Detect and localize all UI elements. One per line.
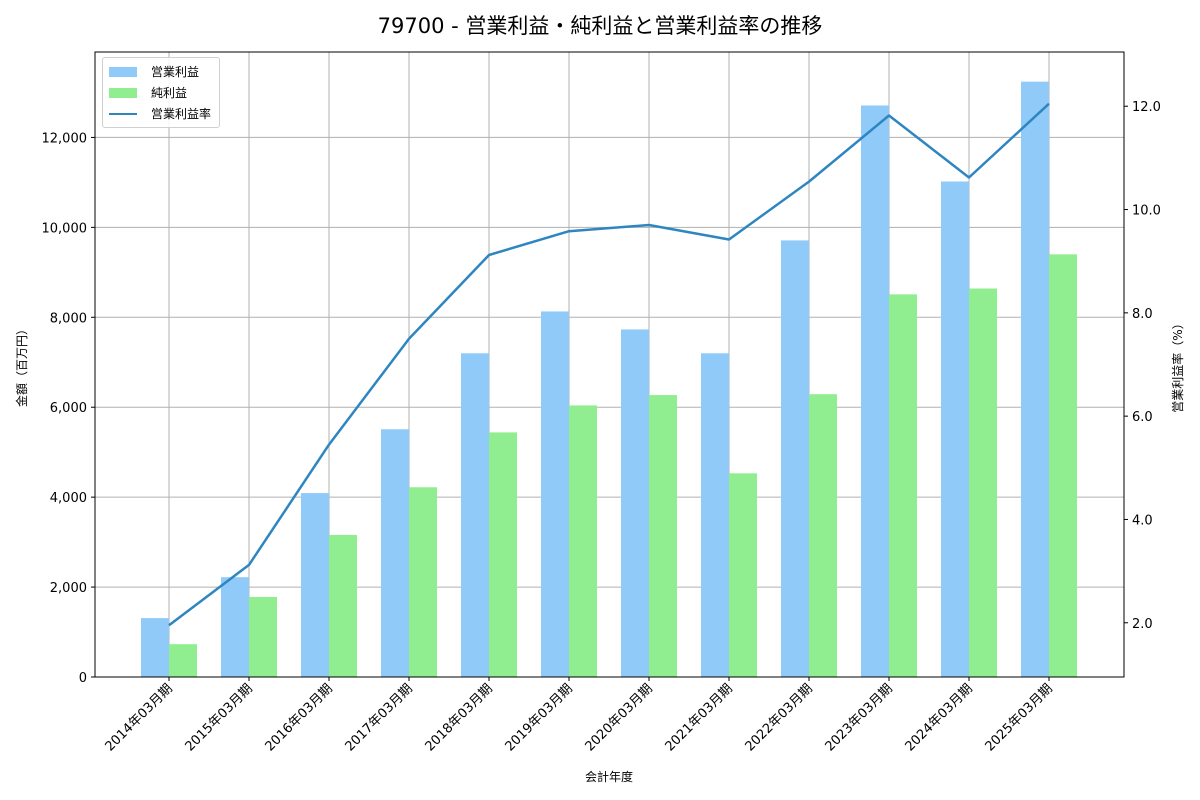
x-tick-label: 2020年03月期	[583, 681, 656, 754]
legend-item-net-profit: 純利益	[109, 82, 211, 103]
net-profit-bar	[969, 288, 997, 677]
legend-item-operating-margin: 営業利益率	[109, 103, 211, 124]
right-tick-label: 8.0	[1132, 307, 1153, 322]
left-tick-label: 2,000	[50, 581, 87, 596]
x-tick-label: 2016年03月期	[263, 681, 336, 754]
right-tick-label: 10.0	[1132, 204, 1161, 219]
bar-swatch-icon	[109, 87, 137, 98]
x-tick-label: 2018年03月期	[423, 681, 496, 754]
net-profit-bar	[729, 473, 757, 677]
x-tick-label: 2023年03月期	[823, 681, 896, 754]
left-tick-label: 8,000	[50, 311, 87, 326]
x-tick-label: 2017年03月期	[343, 681, 416, 754]
x-tick-label: 2024年03月期	[903, 681, 976, 754]
bar-series	[141, 81, 1077, 677]
operating-profit-bar	[701, 353, 729, 677]
operating-profit-bar	[221, 577, 249, 677]
x-axis-label: 会計年度	[585, 769, 633, 784]
operating-profit-bar	[861, 105, 889, 677]
net-profit-bar	[569, 405, 597, 677]
legend-label: 純利益	[151, 86, 188, 100]
operating-profit-bar	[621, 329, 649, 677]
left-tick-label: 4,000	[50, 491, 87, 506]
left-y-axis-label: 金額（百万円）	[14, 323, 29, 407]
right-y-axis-label: 営業利益率（%）	[1170, 317, 1185, 412]
left-tick-label: 12,000	[42, 131, 88, 146]
line-swatch-icon	[109, 112, 137, 115]
net-profit-bar	[249, 596, 277, 677]
right-tick-label: 4.0	[1132, 513, 1153, 528]
net-profit-bar	[889, 294, 917, 677]
legend-label: 営業利益率	[151, 107, 212, 121]
x-tick-label: 2025年03月期	[983, 681, 1056, 754]
legend: 営業利益 純利益 営業利益率	[102, 57, 221, 128]
x-tick-label: 2014年03月期	[103, 681, 176, 754]
x-axis-ticks: 2014年03月期 2015年03月期 2016年03月期 2017年03月期 2018…	[103, 677, 1056, 755]
net-profit-bar	[329, 534, 357, 677]
operating-profit-bar	[381, 429, 409, 677]
x-tick-label: 2015年03月期	[183, 681, 256, 754]
left-tick-label: 10,000	[42, 221, 88, 236]
operating-profit-bar	[781, 240, 809, 677]
line-series	[168, 102, 1050, 627]
net-profit-bar	[1049, 254, 1077, 677]
net-profit-bar	[409, 487, 437, 677]
operating-profit-bar	[461, 353, 489, 677]
bar-swatch-icon	[109, 66, 137, 77]
operating-profit-bar	[541, 311, 569, 677]
operating-profit-bar	[141, 618, 169, 677]
right-tick-label: 12.0	[1132, 100, 1161, 115]
right-tick-label: 2.0	[1132, 617, 1153, 632]
right-axis-ticks: 2.0 4.0 6.0 8.0 10.0 12.0	[1124, 100, 1161, 632]
operating-margin-line	[168, 102, 1050, 627]
legend-label: 営業利益	[151, 65, 200, 79]
left-axis-ticks: 0 2,000 4,000 6,000 8,000 10,000 12,000	[42, 131, 95, 686]
left-tick-label: 0	[79, 671, 87, 686]
x-tick-label: 2022年03月期	[743, 681, 816, 754]
x-tick-label: 2019年03月期	[503, 681, 576, 754]
left-tick-label: 6,000	[50, 401, 87, 416]
operating-profit-bar	[1021, 81, 1049, 677]
x-tick-label: 2021年03月期	[663, 681, 736, 754]
plot-frame	[94, 51, 1125, 678]
net-profit-bar	[649, 395, 677, 677]
operating-profit-bar	[301, 493, 329, 677]
legend-item-operating-profit: 営業利益	[109, 61, 211, 82]
operating-profit-bar	[941, 181, 969, 677]
right-tick-label: 6.0	[1132, 410, 1153, 425]
net-profit-bar	[169, 644, 197, 677]
net-profit-bar	[809, 394, 837, 677]
net-profit-bar	[489, 432, 517, 677]
chart-title: 79700 - 営業利益・純利益と営業利益率の推移	[377, 14, 823, 38]
